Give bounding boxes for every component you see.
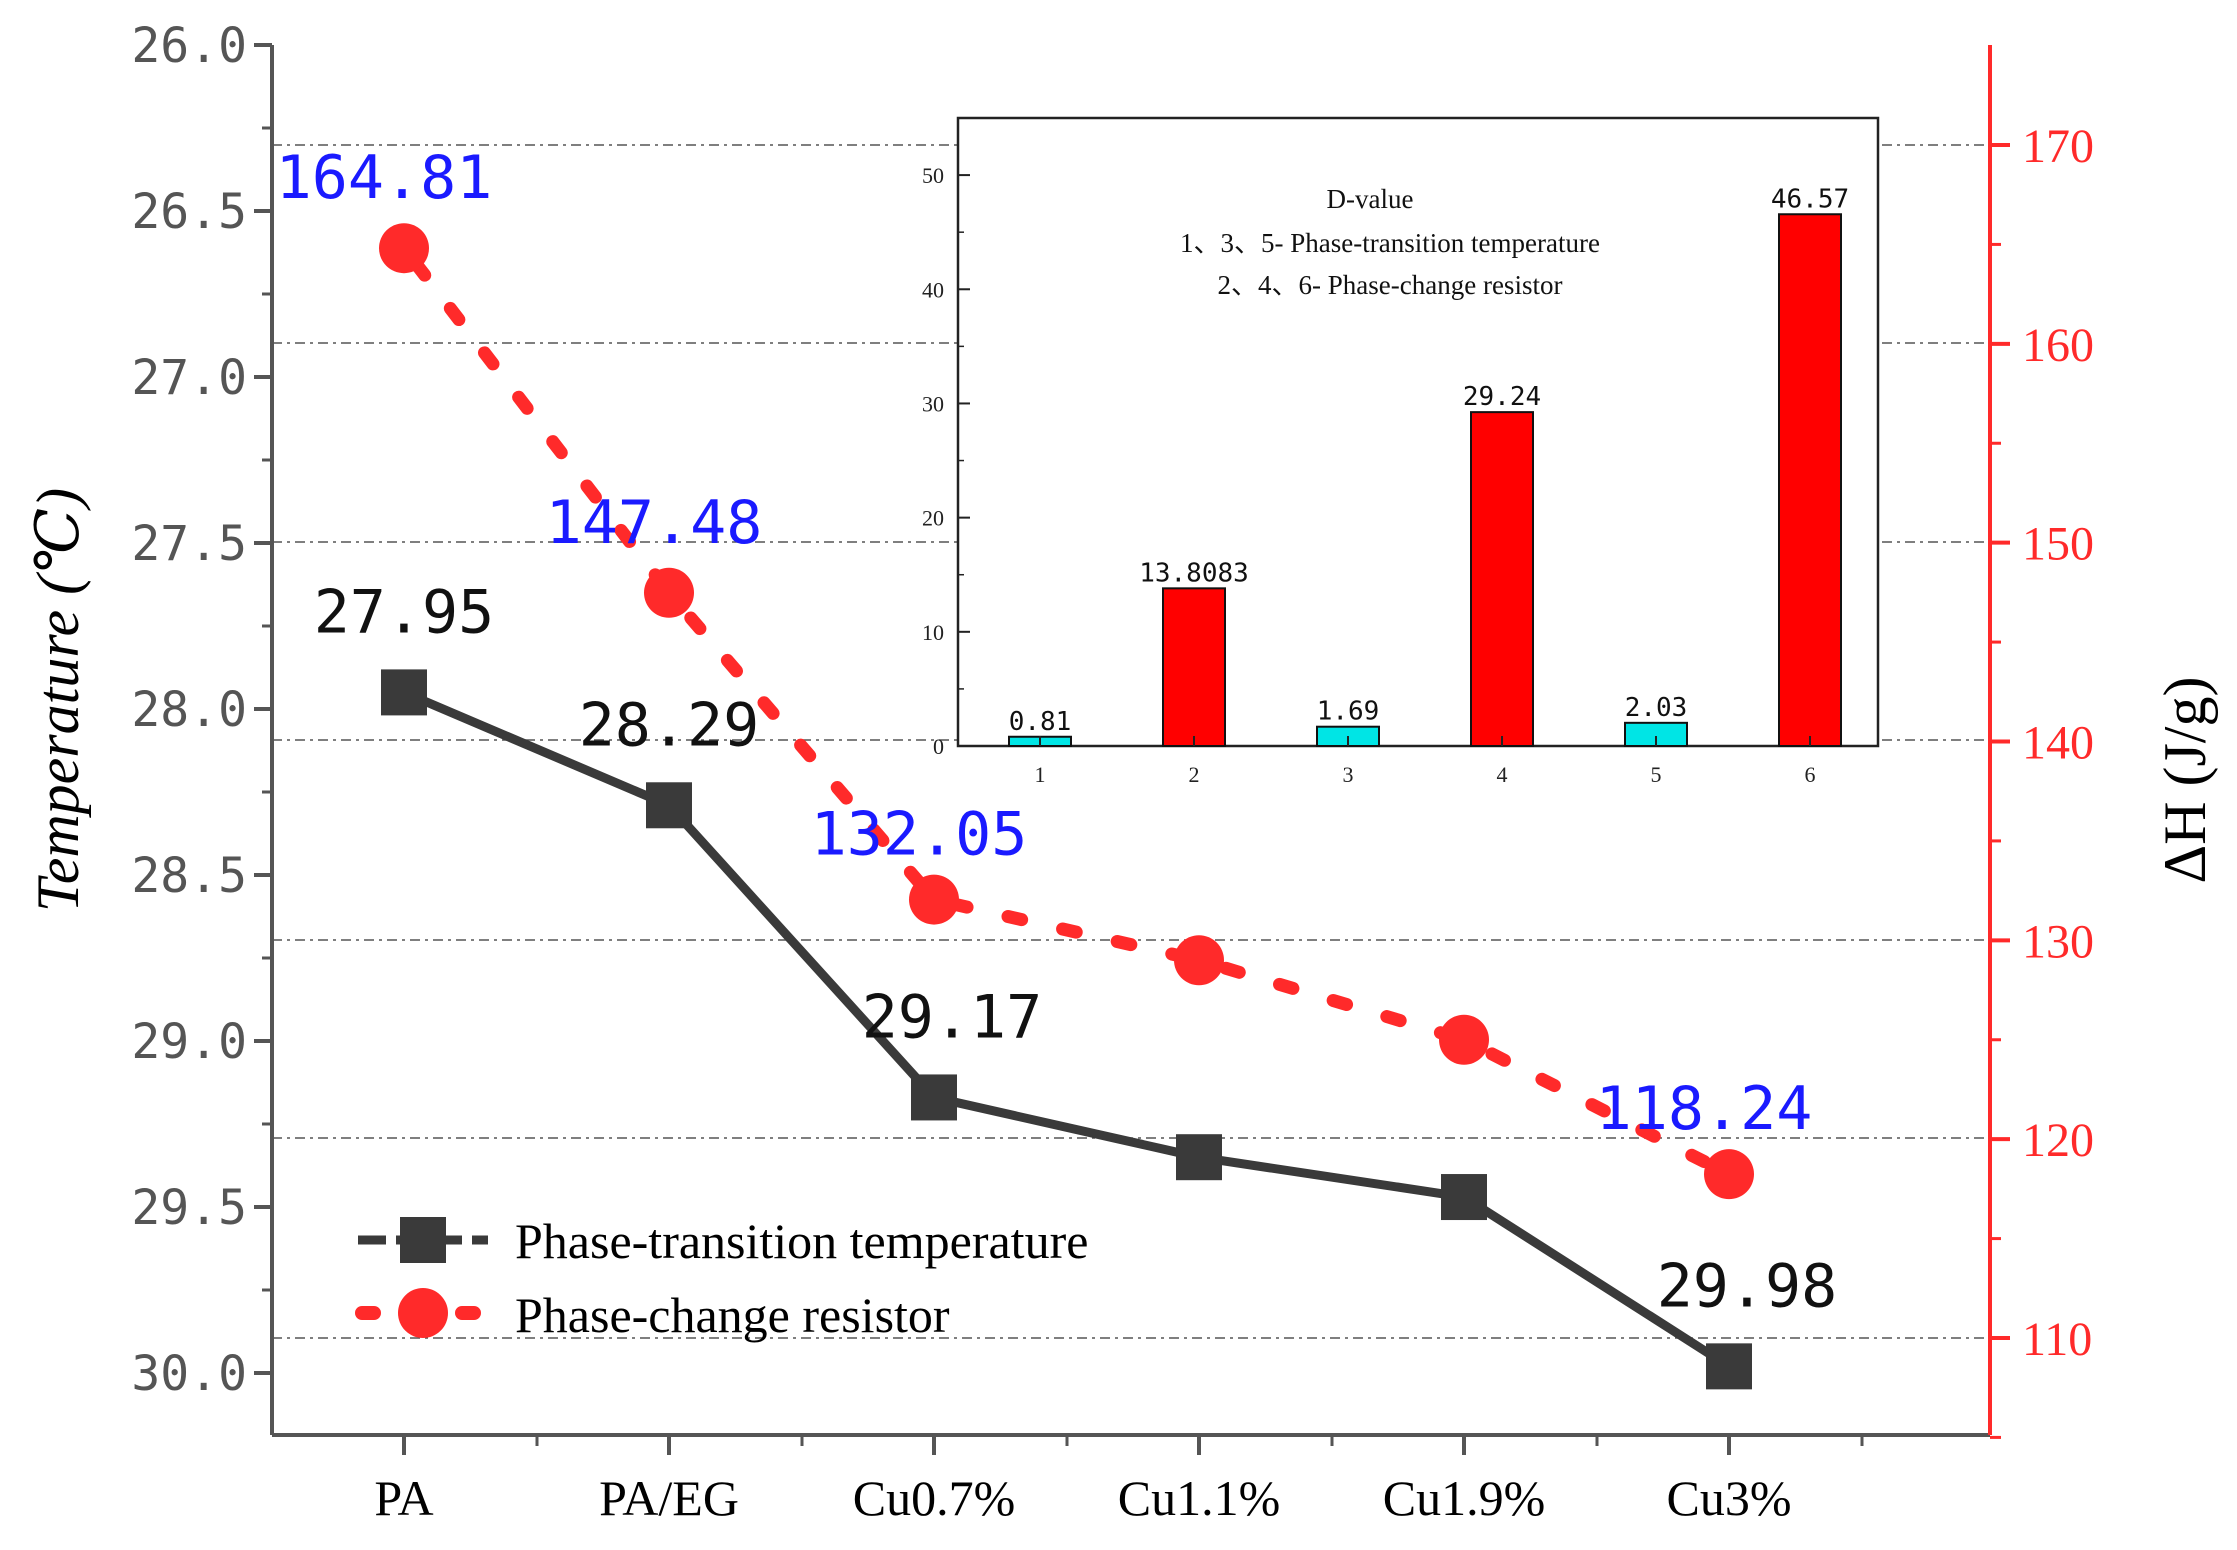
- data-label-temperature: 29.17: [862, 982, 1043, 1052]
- series-marks: [379, 223, 1754, 1390]
- y-left-tick-label: 27.0: [131, 350, 247, 406]
- x-tick-label: Cu3%: [1667, 1470, 1792, 1526]
- marker-temperature: [1176, 1134, 1222, 1181]
- y-right-tick-label: 120: [2022, 1114, 2094, 1167]
- inset-bar-chart: 0 10 20 30 40 50 0.81 1 13.8083 2 1.69 3 29.24 4 2.03 5…: [922, 116, 1880, 787]
- inset-bar-label: 46.57: [1771, 184, 1849, 214]
- legend: Phase-transition temperature Phase-change…: [355, 1213, 1088, 1343]
- inset-x-tick-label: 3: [1343, 762, 1354, 787]
- inset-bar-label: 0.81: [1009, 707, 1072, 737]
- inset-x-tick-label: 6: [1805, 762, 1816, 787]
- inset-annotation: 2、4、6- Phase-change resistor: [1218, 270, 1563, 300]
- data-label-enthalpy: 147.48: [546, 488, 763, 558]
- marker-temperature: [381, 669, 427, 716]
- x-tick-label: PA: [374, 1470, 433, 1526]
- data-label-enthalpy: 132.05: [811, 800, 1028, 870]
- x-tick-label: Cu1.1%: [1118, 1470, 1281, 1526]
- inset-y-tick-label: 30: [922, 391, 944, 416]
- marker-enthalpy: [1704, 1149, 1754, 1200]
- series-line-temperature: [402, 688, 1732, 1371]
- marker-enthalpy: [644, 567, 694, 618]
- inset-x-tick-label: 5: [1651, 762, 1662, 787]
- series-lines: [397, 241, 1736, 1371]
- y-right-tick-label: 110: [2022, 1313, 2092, 1366]
- marker-enthalpy: [379, 223, 429, 274]
- marker-temperature: [1441, 1174, 1487, 1221]
- inset-y-tick-label: 0: [933, 734, 944, 759]
- series-line-enthalpy: [397, 241, 1736, 1181]
- inset-title: D-value: [1327, 184, 1414, 214]
- marker-temperature: [1706, 1343, 1752, 1390]
- x-tick-label: Cu0.7%: [853, 1470, 1016, 1526]
- inset-annotation: 1、3、5- Phase-transition temperature: [1180, 228, 1600, 258]
- inset-bar-label: 13.8083: [1139, 558, 1249, 588]
- inset-x-tick-label: 1: [1035, 762, 1046, 787]
- inset-y-tick-label: 20: [922, 506, 944, 531]
- x-tick-label: Cu1.9%: [1383, 1470, 1546, 1526]
- inset-bar: [1470, 411, 1534, 747]
- inset-frame: [956, 116, 1880, 748]
- marker-enthalpy: [909, 874, 959, 925]
- inset-bar-label: 29.24: [1463, 382, 1541, 412]
- inset-bar: [1162, 587, 1226, 747]
- legend-label-temperature: Phase-transition temperature: [515, 1213, 1088, 1269]
- legend-marker-temperature: [400, 1217, 446, 1263]
- y-right-tick-label: 160: [2022, 319, 2094, 372]
- y-axis-right-title: ΔH (J/g): [2152, 677, 2218, 884]
- inset-x-tick-label: 2: [1189, 762, 1200, 787]
- axes: 26.026.527.027.528.028.529.029.530.01101…: [131, 18, 2094, 1526]
- x-tick-label: PA/EG: [599, 1470, 739, 1526]
- data-label-temperature: 27.95: [314, 577, 495, 647]
- y-left-tick-label: 29.5: [131, 1180, 247, 1236]
- y-right-tick-label: 150: [2022, 518, 2094, 571]
- data-labels: 27.9528.2929.1729.98164.81147.48132.0511…: [276, 143, 1838, 1321]
- y-left-tick-label: 26.0: [131, 18, 247, 74]
- marker-temperature: [911, 1074, 957, 1121]
- data-label-temperature: 28.29: [579, 690, 760, 760]
- inset-y-tick-label: 10: [922, 620, 944, 645]
- inset-y-tick-label: 40: [922, 277, 944, 302]
- y-left-tick-label: 27.5: [131, 516, 247, 572]
- y-left-tick-label: 30.0: [131, 1346, 247, 1402]
- y-axis-left-title: Temperature (℃): [25, 488, 91, 912]
- inset-bar: [1778, 213, 1842, 748]
- y-right-tick-label: 140: [2022, 717, 2094, 770]
- marker-temperature: [646, 782, 692, 829]
- legend-marker-enthalpy: [398, 1288, 448, 1338]
- y-left-tick-label: 28.0: [131, 682, 247, 738]
- marker-enthalpy: [1174, 935, 1224, 986]
- y-left-tick-label: 28.5: [131, 848, 247, 904]
- inset-bar-label: 2.03: [1625, 693, 1688, 723]
- inset-x-tick-label: 4: [1497, 762, 1508, 787]
- inset-y-tick-label: 50: [922, 163, 944, 188]
- data-label-temperature: 29.98: [1657, 1251, 1838, 1321]
- data-label-enthalpy: 118.24: [1596, 1074, 1813, 1144]
- legend-label-enthalpy: Phase-change resistor: [515, 1287, 950, 1343]
- y-right-tick-label: 170: [2022, 120, 2094, 173]
- y-left-tick-label: 26.5: [131, 184, 247, 240]
- marker-enthalpy: [1439, 1014, 1489, 1065]
- y-left-tick-label: 29.0: [131, 1014, 247, 1070]
- inset-bar-label: 1.69: [1317, 697, 1380, 727]
- data-label-enthalpy: 164.81: [276, 143, 493, 213]
- y-right-tick-label: 130: [2022, 915, 2094, 968]
